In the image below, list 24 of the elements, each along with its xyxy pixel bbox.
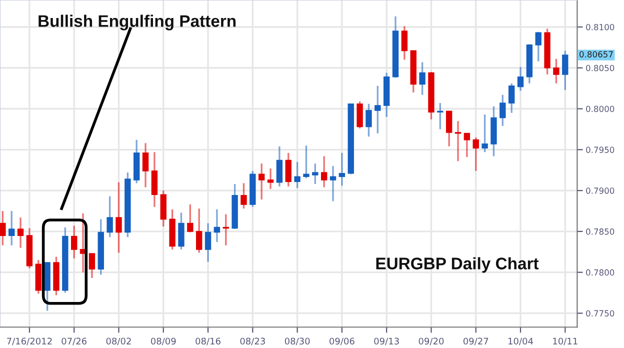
y-tick-label: 0.7800 [586, 269, 614, 276]
y-tick-label: 0.7750 [586, 310, 614, 316]
x-tick-label: 08/16 [196, 338, 220, 346]
x-tick-label: 07/26 [62, 338, 87, 346]
annotation: EURGBP Daily Chart [376, 257, 539, 273]
y-tick-label: 0.7850 [586, 228, 614, 235]
annotation: Bullish Engulfing Pattern [38, 14, 236, 30]
x-tick-label: 09/06 [330, 338, 354, 346]
x-tick-label: 10/04 [508, 338, 534, 346]
y-tick-label: 0.8050 [586, 64, 614, 72]
y-tick-label: 0.8000 [586, 106, 614, 112]
x-tick-label: 08/30 [284, 338, 310, 346]
y-tick-label: 0.7950 [586, 146, 614, 153]
x-tick-label: 08/23 [240, 338, 265, 346]
x-tick-label: 09/20 [418, 338, 444, 346]
x-tick-label: 7/16/2012 [7, 338, 52, 346]
x-tick-label: 08/02 [106, 338, 131, 346]
y-tick-label: 0.7900 [586, 188, 614, 194]
annotation: 0.80657 [580, 51, 613, 58]
x-tick-label: 09/27 [463, 338, 488, 346]
x-tick-label: 09/13 [374, 338, 399, 346]
x-tick-label: 08/09 [150, 338, 176, 346]
x-tick-label: 10/11 [553, 338, 578, 346]
y-tick-label: 0.8100 [586, 24, 614, 30]
